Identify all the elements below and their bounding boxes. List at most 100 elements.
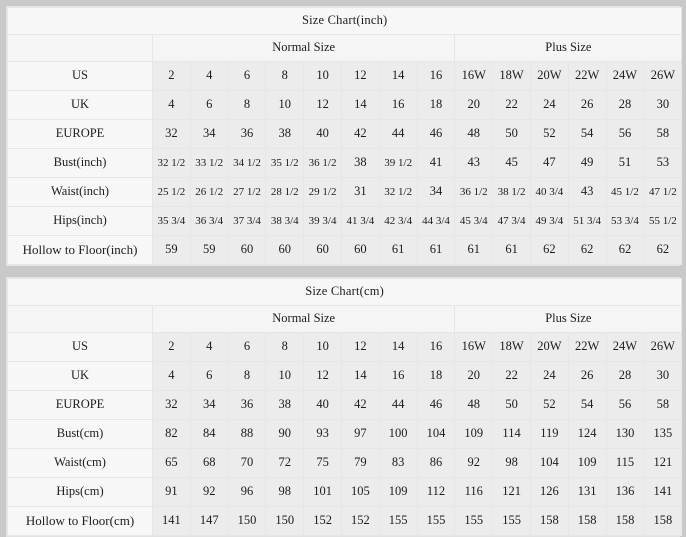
table-cell: 112 bbox=[416, 477, 456, 507]
chart-title-row: Size Chart(inch) bbox=[6, 7, 683, 35]
table-cell: 16 bbox=[416, 332, 456, 362]
table-cell: 101 bbox=[303, 477, 342, 507]
table-cell: 48 bbox=[454, 390, 494, 420]
table-cell: 152 bbox=[340, 506, 380, 536]
group-header-row: Normal Size Plus Size bbox=[7, 305, 683, 333]
table-cell: 36 3/4 bbox=[189, 206, 229, 236]
table-row: UK 4 6 8 10 12 14 16 18 20 22 24 26 28 30 bbox=[7, 361, 683, 391]
table-cell: 14 bbox=[340, 361, 380, 391]
table-cell: 100 bbox=[378, 419, 418, 449]
table-cell: 62 bbox=[567, 235, 607, 265]
row-label: UK bbox=[7, 361, 153, 391]
table-cell: 60 bbox=[265, 235, 305, 265]
table-cell: 45 3/4 bbox=[454, 206, 494, 236]
table-cell: 2 bbox=[152, 332, 191, 362]
table-cell: 40 bbox=[303, 390, 342, 420]
table-cell: 8 bbox=[265, 332, 305, 362]
table-cell: 10 bbox=[265, 90, 305, 120]
chart-title-row: Size Chart(cm) bbox=[6, 278, 683, 306]
table-cell: 61 bbox=[378, 235, 418, 265]
table-cell: 90 bbox=[265, 419, 305, 449]
table-cell: 32 bbox=[152, 119, 191, 149]
table-cell: 4 bbox=[189, 61, 229, 91]
table-cell: 98 bbox=[265, 477, 305, 507]
table-cell: 79 bbox=[340, 448, 380, 478]
table-cell: 93 bbox=[303, 419, 342, 449]
table-cell: 6 bbox=[189, 90, 229, 120]
table-cell: 104 bbox=[416, 419, 456, 449]
table-row: Waist(inch) 25 1/2 26 1/2 27 1/2 28 1/2 29 1/… bbox=[7, 177, 683, 207]
table-cell: 18 bbox=[416, 90, 456, 120]
table-cell: 61 bbox=[492, 235, 531, 265]
table-cell: 12 bbox=[340, 332, 380, 362]
table-cell: 92 bbox=[189, 477, 229, 507]
table-cell: 4 bbox=[189, 332, 229, 362]
table-cell: 42 3/4 bbox=[378, 206, 418, 236]
table-cell: 51 bbox=[605, 148, 645, 178]
table-cell: 82 bbox=[152, 419, 191, 449]
group-header-normal-size: Normal Size bbox=[151, 34, 456, 62]
table-row: Hollow to Floor(cm) 141 147 150 150 152 152 155… bbox=[7, 506, 683, 536]
table-cell: 124 bbox=[567, 419, 607, 449]
table-cell: 141 bbox=[152, 506, 191, 536]
table-cell: 31 bbox=[340, 177, 380, 207]
row-label: Waist(cm) bbox=[7, 448, 153, 478]
table-cell: 33 1/2 bbox=[189, 148, 229, 178]
row-label: Hips(inch) bbox=[7, 206, 153, 236]
table-cell: 61 bbox=[416, 235, 456, 265]
table-cell: 155 bbox=[492, 506, 531, 536]
table-row: Waist(cm) 65 68 70 72 75 79 83 86 92 98 104 109 115 12… bbox=[7, 448, 683, 478]
table-cell: 40 bbox=[303, 119, 342, 149]
table-cell: 47 3/4 bbox=[492, 206, 531, 236]
table-cell: 43 bbox=[454, 148, 494, 178]
table-cell: 155 bbox=[378, 506, 418, 536]
table-cell: 114 bbox=[492, 419, 531, 449]
table-row: Hollow to Floor(inch) 59 59 60 60 60 60 61 61 61 6… bbox=[7, 235, 683, 265]
table-cell: 42 bbox=[340, 119, 380, 149]
table-cell: 72 bbox=[265, 448, 305, 478]
table-cell: 54 bbox=[567, 390, 607, 420]
table-cell: 28 bbox=[605, 90, 645, 120]
table-cell: 36 1/2 bbox=[303, 148, 342, 178]
table-cell: 2 bbox=[152, 61, 191, 91]
table-cell: 45 bbox=[492, 148, 531, 178]
row-label: US bbox=[7, 332, 153, 362]
table-cell: 34 bbox=[416, 177, 456, 207]
table-cell: 39 3/4 bbox=[303, 206, 342, 236]
group-header-plus-size: Plus Size bbox=[454, 305, 683, 333]
table-cell: 25 1/2 bbox=[152, 177, 191, 207]
size-table: Size Chart(cm) Normal Size Plus Size US 2 4 6 8… bbox=[6, 278, 683, 536]
table-cell: 26W bbox=[643, 332, 683, 362]
table-cell: 28 bbox=[605, 361, 645, 391]
table-cell: 12 bbox=[340, 61, 380, 91]
table-cell: 59 bbox=[189, 235, 229, 265]
table-cell: 155 bbox=[416, 506, 456, 536]
table-cell: 115 bbox=[605, 448, 645, 478]
table-cell: 56 bbox=[605, 390, 645, 420]
table-cell: 32 bbox=[152, 390, 191, 420]
table-cell: 38 3/4 bbox=[265, 206, 305, 236]
table-cell: 18W bbox=[492, 332, 531, 362]
table-cell: 29 1/2 bbox=[303, 177, 342, 207]
table-cell: 52 bbox=[529, 119, 569, 149]
table-cell: 12 bbox=[303, 361, 342, 391]
table-cell: 46 bbox=[416, 119, 456, 149]
table-cell: 131 bbox=[567, 477, 607, 507]
table-cell: 36 bbox=[227, 119, 267, 149]
table-cell: 53 3/4 bbox=[605, 206, 645, 236]
table-cell: 109 bbox=[454, 419, 494, 449]
table-cell: 26W bbox=[643, 61, 683, 91]
table-cell: 20 bbox=[454, 90, 494, 120]
table-row: Bust(inch) 32 1/2 33 1/2 34 1/2 35 1/2 36 1/2… bbox=[7, 148, 683, 178]
table-cell: 39 1/2 bbox=[378, 148, 418, 178]
table-cell: 6 bbox=[227, 61, 267, 91]
table-cell: 98 bbox=[492, 448, 531, 478]
table-cell: 44 bbox=[378, 119, 418, 149]
table-cell: 109 bbox=[567, 448, 607, 478]
table-row: Hips(inch) 35 3/4 36 3/4 37 3/4 38 3/4 39 3/4… bbox=[7, 206, 683, 236]
table-cell: 24 bbox=[529, 361, 569, 391]
table-cell: 83 bbox=[378, 448, 418, 478]
table-cell: 10 bbox=[303, 61, 342, 91]
table-cell: 10 bbox=[303, 332, 342, 362]
table-row: UK 4 6 8 10 12 14 16 18 20 22 24 26 28 30 bbox=[7, 90, 683, 120]
